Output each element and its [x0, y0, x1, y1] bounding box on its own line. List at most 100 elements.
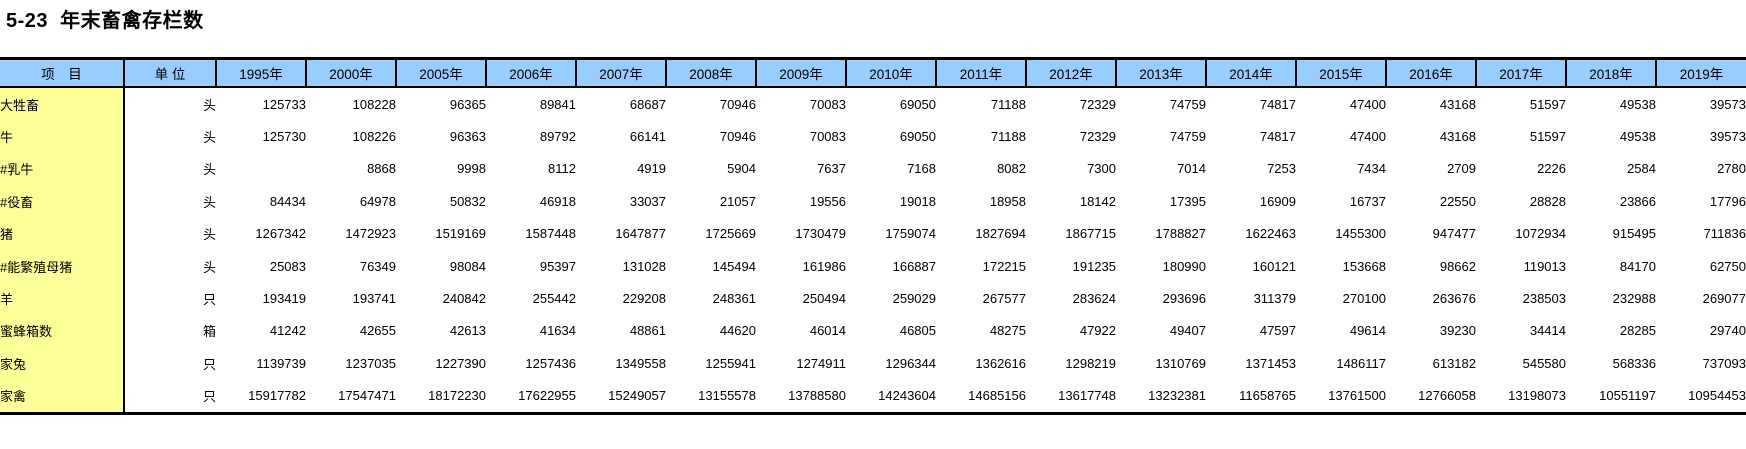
value-cell: 1072934	[1515, 226, 1566, 242]
value-cell: 180990	[1162, 258, 1206, 274]
value-cell: 48275	[989, 323, 1026, 339]
year-column-header: 2017年	[1475, 58, 1566, 88]
livestock-inventory-table: 项 目 单 位 1995年 2000年 2005年 2006年 2007年 2008年 20…	[0, 57, 1746, 415]
value-cell: 15249057	[608, 388, 666, 404]
year-column-header: 2013年	[1115, 58, 1206, 88]
value-cell: 7168	[907, 161, 936, 177]
table-row: 猪 头 1267342 1472923 1519169 1587448 1647877 172…	[0, 217, 1746, 250]
value-cell: 1725669	[705, 226, 756, 242]
value-cell: 267577	[982, 291, 1026, 307]
value-cell: 240842	[442, 291, 486, 307]
value-cell: 1622463	[1245, 226, 1296, 242]
row-unit: 只	[202, 389, 216, 405]
value-cell: 29740	[1709, 323, 1746, 339]
value-cell: 64978	[359, 193, 396, 209]
value-cell: 49538	[1619, 129, 1656, 145]
value-cell: 51597	[1529, 129, 1566, 145]
value-cell: 70083	[809, 96, 846, 112]
year-column-header: 2000年	[305, 58, 396, 88]
value-cell: 2584	[1627, 161, 1656, 177]
row-unit: 头	[202, 162, 216, 178]
value-cell: 193741	[352, 291, 396, 307]
value-cell: 46014	[809, 323, 846, 339]
value-cell: 283624	[1072, 291, 1116, 307]
value-cell: 145494	[712, 258, 756, 274]
value-cell: 21057	[719, 193, 756, 209]
value-cell: 9998	[457, 161, 486, 177]
value-cell: 10954453	[1688, 388, 1746, 404]
value-cell: 1296344	[885, 355, 936, 371]
row-unit: 箱	[202, 324, 216, 340]
value-cell: 293696	[1162, 291, 1206, 307]
row-label: 猪	[0, 217, 125, 250]
value-cell: 13761500	[1328, 388, 1386, 404]
value-cell: 568336	[1612, 355, 1656, 371]
row-label: 羊	[0, 282, 125, 315]
value-cell: 41634	[539, 323, 576, 339]
unit-column-header: 单 位	[123, 58, 216, 88]
value-cell: 17547471	[338, 388, 396, 404]
value-cell: 1349558	[615, 355, 666, 371]
value-cell: 2780	[1717, 161, 1746, 177]
value-cell: 161986	[802, 258, 846, 274]
table-row: #役畜 头 84434 64978 50832 46918 33037 21057 19556 1…	[0, 185, 1746, 218]
value-cell	[216, 153, 306, 185]
value-cell: 255442	[532, 291, 576, 307]
value-cell: 69050	[899, 129, 936, 145]
year-column-header: 2006年	[485, 58, 576, 88]
year-column-header: 2015年	[1295, 58, 1386, 88]
value-cell: 1298219	[1065, 355, 1116, 371]
value-cell: 7014	[1177, 161, 1206, 177]
value-cell: 131028	[622, 258, 666, 274]
value-cell: 47400	[1349, 129, 1386, 145]
value-cell: 50832	[449, 193, 486, 209]
value-cell: 39230	[1439, 323, 1476, 339]
value-cell: 48861	[629, 323, 666, 339]
value-cell: 22550	[1439, 193, 1476, 209]
value-cell: 1362616	[975, 355, 1026, 371]
value-cell: 1519169	[435, 226, 486, 242]
value-cell: 42613	[449, 323, 486, 339]
row-unit: 只	[202, 356, 216, 372]
value-cell: 1274911	[796, 355, 846, 371]
value-cell: 19018	[899, 193, 936, 209]
value-cell: 8112	[548, 161, 576, 177]
value-cell: 17395	[1169, 193, 1206, 209]
value-cell: 250494	[802, 291, 846, 307]
value-cell: 47597	[1259, 323, 1296, 339]
value-cell: 8868	[367, 161, 396, 177]
value-cell: 16737	[1349, 193, 1386, 209]
value-cell: 66141	[629, 129, 666, 145]
value-cell: 74759	[1169, 96, 1206, 112]
table-row: 牛 头 125730 108226 96363 89792 66141 70946 70083 6…	[0, 120, 1746, 153]
value-cell: 71188	[990, 96, 1026, 112]
value-cell: 46805	[899, 323, 936, 339]
value-cell: 13198073	[1508, 388, 1566, 404]
value-cell: 12766058	[1418, 388, 1476, 404]
value-cell: 108226	[352, 129, 396, 145]
value-cell: 1867715	[1065, 226, 1116, 242]
value-cell: 44620	[719, 323, 756, 339]
value-cell: 1730479	[795, 226, 846, 242]
row-label: 蜜蜂箱数	[0, 314, 125, 348]
row-label: 家兔	[0, 347, 125, 380]
row-label: #乳牛	[0, 152, 125, 186]
value-cell: 89792	[539, 129, 576, 145]
year-column-header: 2014年	[1205, 58, 1296, 88]
table-row: #能繁殖母猪 头 25083 76349 98084 95397 131028 145494 1…	[0, 249, 1746, 283]
row-unit: 头	[202, 227, 216, 243]
row-label: #役畜	[0, 185, 125, 218]
value-cell: 119013	[1523, 258, 1566, 274]
value-cell: 232988	[1612, 291, 1656, 307]
item-column-header: 项 目	[0, 58, 124, 88]
value-cell: 7300	[1087, 161, 1116, 177]
value-cell: 270100	[1342, 291, 1386, 307]
value-cell: 18172230	[428, 388, 486, 404]
value-cell: 1310769	[1155, 355, 1206, 371]
value-cell: 70946	[719, 129, 756, 145]
value-cell: 613182	[1432, 355, 1476, 371]
value-cell: 153668	[1342, 258, 1386, 274]
value-cell: 84170	[1619, 258, 1656, 274]
value-cell: 229208	[622, 291, 666, 307]
value-cell: 311379	[1253, 291, 1296, 307]
